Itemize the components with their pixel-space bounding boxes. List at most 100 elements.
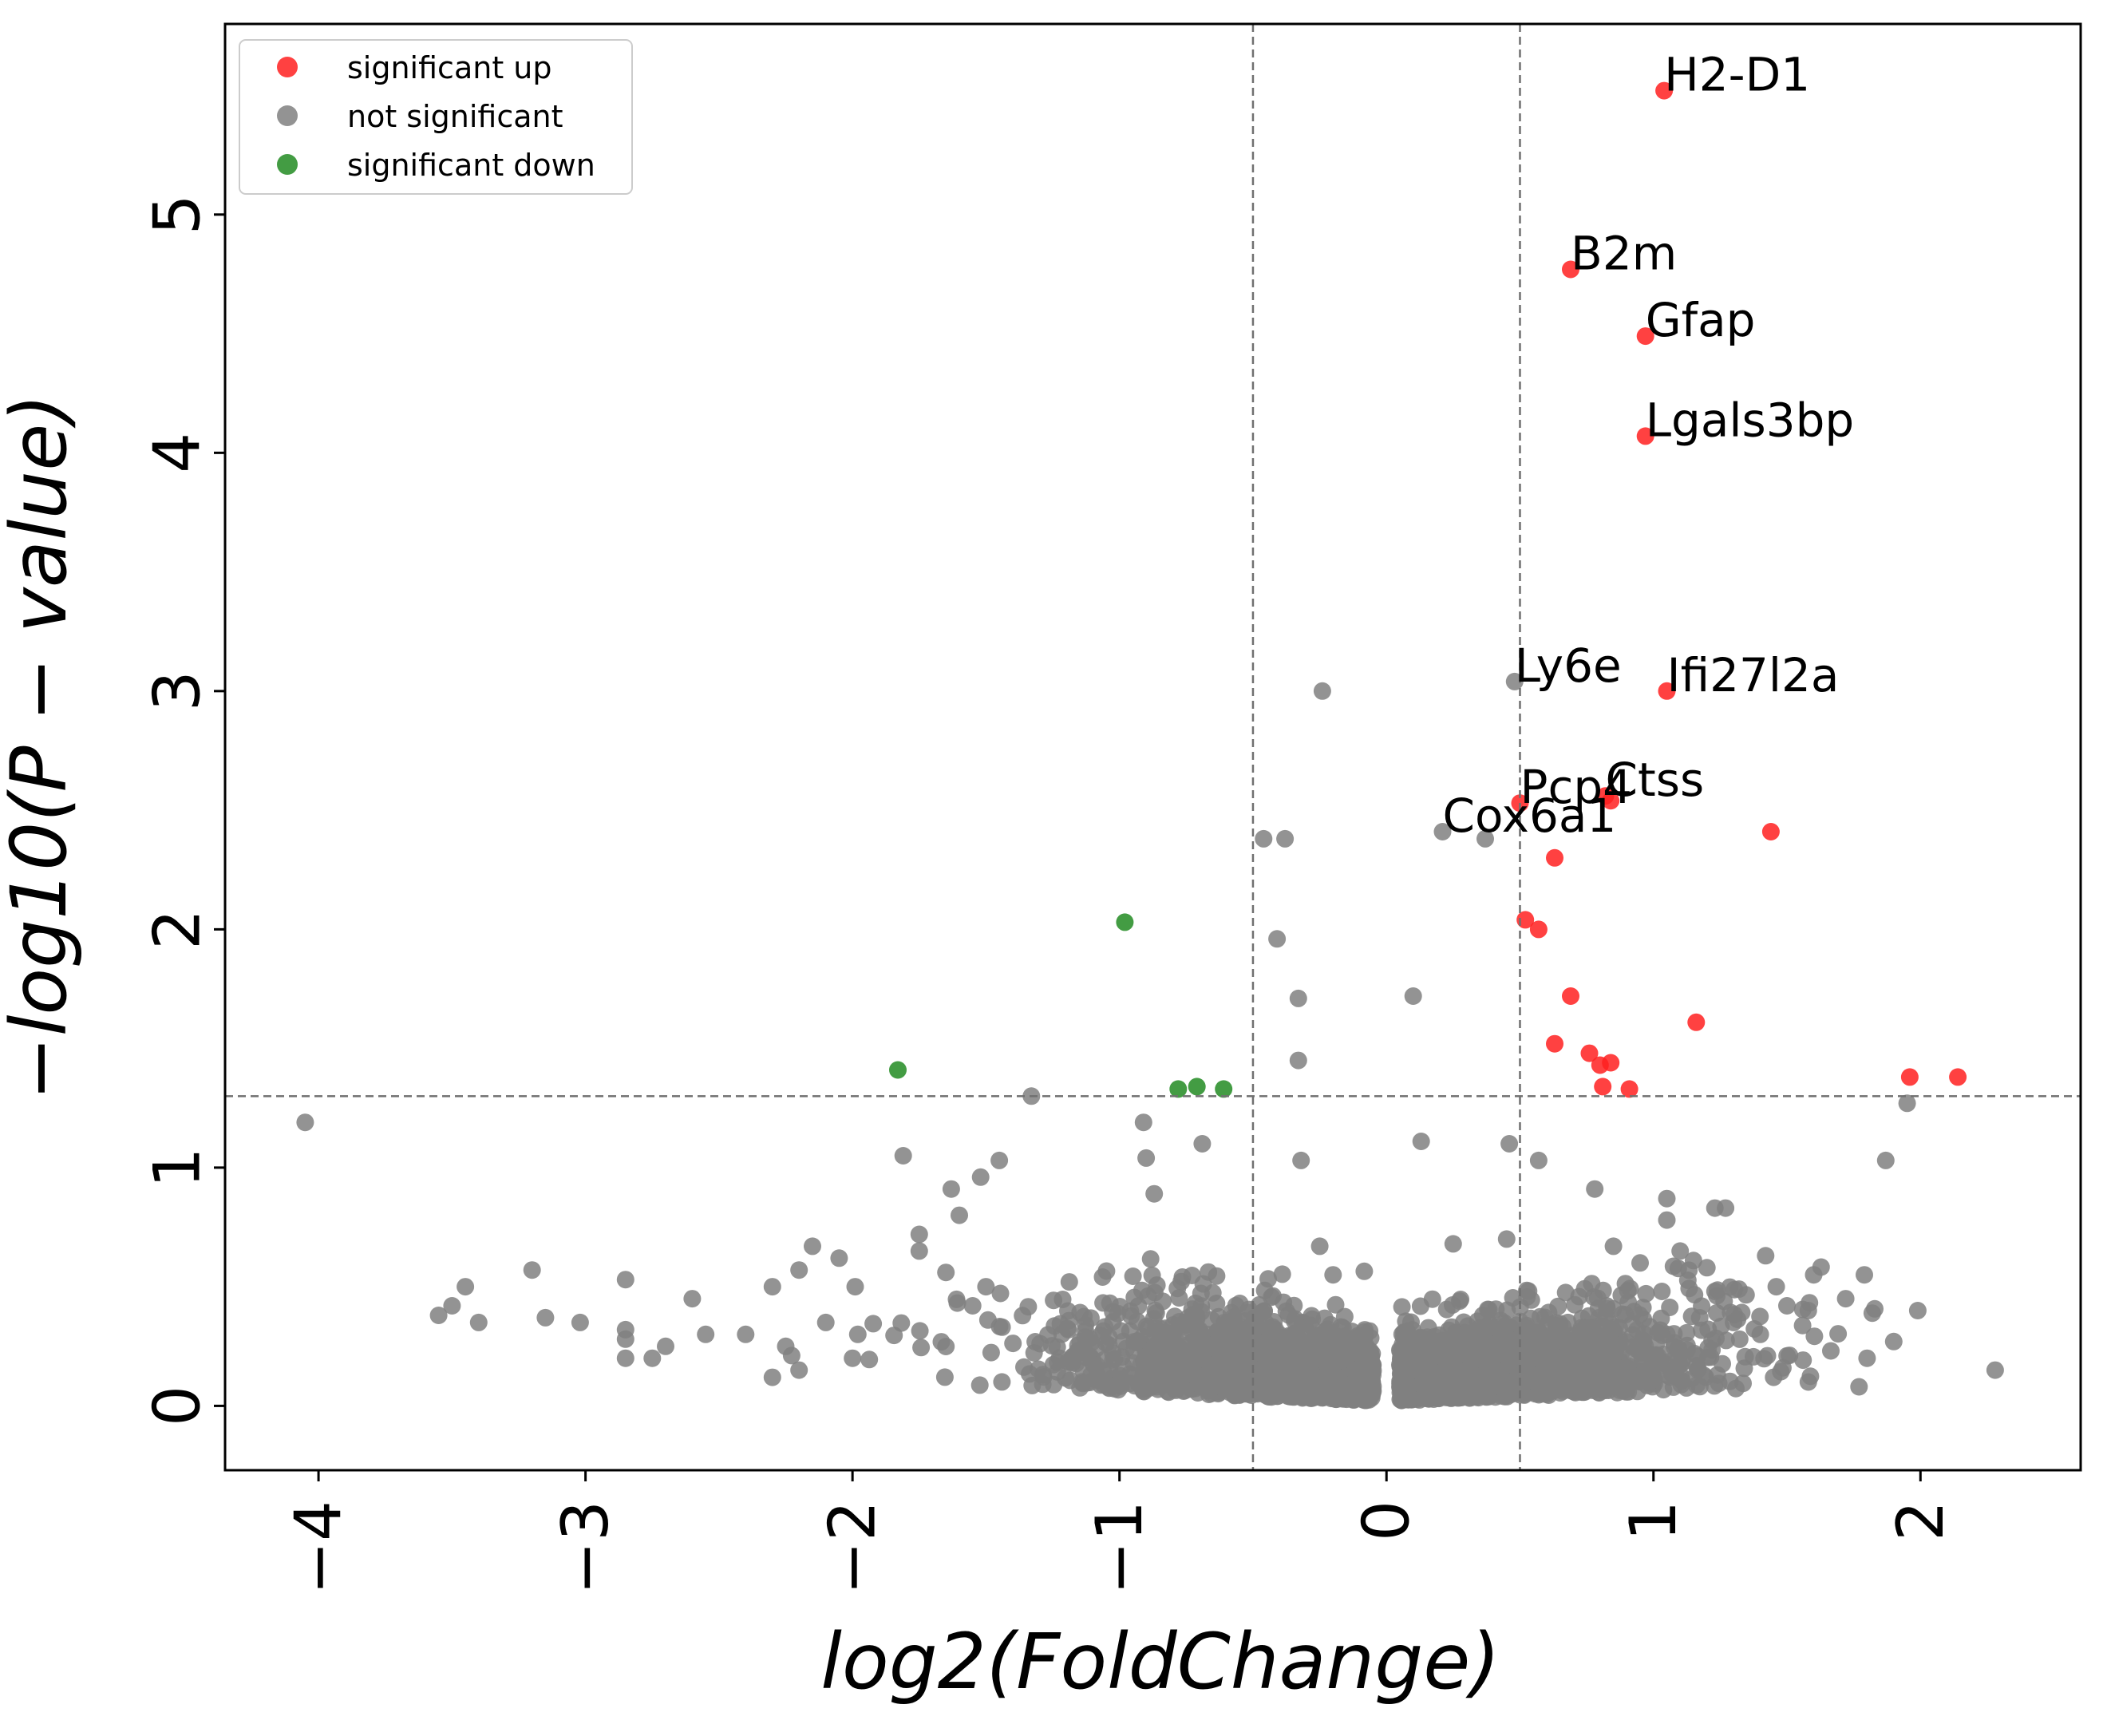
data-point	[1154, 1370, 1172, 1389]
data-point	[937, 1263, 955, 1282]
data-point	[1580, 1044, 1599, 1062]
data-point	[978, 1311, 997, 1329]
data-point	[963, 1297, 982, 1315]
data-point	[1324, 1266, 1342, 1284]
data-point	[1444, 1235, 1462, 1253]
data-point	[1268, 1333, 1287, 1351]
data-point	[1793, 1316, 1812, 1335]
data-point	[1638, 1376, 1656, 1394]
data-point	[1292, 1151, 1310, 1169]
data-point	[1580, 1350, 1599, 1368]
data-point	[1655, 81, 1674, 100]
data-point	[1255, 1281, 1274, 1299]
data-point	[1858, 1349, 1876, 1367]
data-point	[1653, 1283, 1671, 1300]
data-point	[1658, 1189, 1676, 1208]
data-point	[1799, 1373, 1817, 1391]
data-point	[1294, 1362, 1312, 1381]
legend-label-down: significant down	[347, 148, 595, 183]
data-point	[1520, 1282, 1538, 1300]
data-point	[616, 1330, 634, 1348]
data-point	[1636, 427, 1654, 445]
data-point	[1949, 1068, 1967, 1086]
data-point	[1101, 1294, 1119, 1312]
x-tick-label: 1	[1616, 1501, 1690, 1541]
data-point	[1303, 1307, 1321, 1325]
threshold-lines	[225, 24, 2081, 1470]
x-tick-label: −2	[816, 1501, 890, 1595]
data-point	[1299, 1378, 1317, 1396]
data-point	[1014, 1307, 1032, 1325]
gene-label: H2-D1	[1664, 48, 1810, 102]
data-point	[657, 1337, 674, 1355]
data-point	[970, 1376, 989, 1394]
data-point	[1618, 1361, 1636, 1379]
data-point	[910, 1225, 928, 1244]
data-point	[1125, 1288, 1144, 1307]
data-point	[1049, 1353, 1067, 1371]
data-point	[777, 1337, 795, 1355]
data-point	[616, 1271, 634, 1289]
data-point	[1856, 1266, 1873, 1284]
legend-marker-up	[277, 57, 298, 77]
data-point	[1296, 1334, 1314, 1352]
data-point	[1699, 1339, 1718, 1357]
data-point	[1594, 1078, 1612, 1096]
data-point	[1508, 1340, 1527, 1358]
data-point	[1406, 1341, 1425, 1359]
data-point	[1332, 1318, 1350, 1336]
y-tick-label: 0	[140, 1386, 215, 1426]
data-point	[1476, 829, 1494, 848]
data-point	[1637, 1284, 1655, 1303]
data-point	[1767, 1278, 1785, 1296]
data-point	[1169, 1080, 1188, 1098]
data-point	[1684, 1252, 1702, 1270]
data-point	[1799, 1302, 1817, 1319]
data-point	[1563, 1364, 1580, 1382]
data-point	[1211, 1344, 1228, 1362]
data-point	[1313, 682, 1331, 700]
data-point	[1631, 1254, 1649, 1272]
data-point	[1805, 1327, 1824, 1346]
data-point	[1271, 1354, 1289, 1372]
data-point	[1755, 1350, 1773, 1368]
data-point	[910, 1242, 928, 1260]
data-point	[1463, 1334, 1481, 1352]
data-point	[1192, 1303, 1211, 1321]
data-points	[296, 81, 2004, 1396]
gene-annotations: H2-D1 B2m Gfap Lgals3bp Ly6e Ifi27l2a CtssPcp4…	[1442, 48, 1854, 843]
data-point	[1765, 1368, 1783, 1386]
data-point	[1725, 1313, 1743, 1331]
data-point	[1404, 987, 1422, 1005]
data-point	[990, 1151, 1009, 1169]
legend-label-ns: not significant	[347, 99, 563, 134]
data-point	[790, 1261, 808, 1279]
y-tick-label: 3	[140, 670, 215, 711]
data-point	[860, 1350, 879, 1369]
data-point	[1509, 1380, 1528, 1398]
data-point	[1794, 1351, 1812, 1370]
data-point	[993, 1373, 1011, 1391]
data-point	[1458, 1362, 1476, 1380]
gene-label: Gfap	[1646, 293, 1756, 347]
data-point	[1636, 327, 1654, 346]
data-point	[1866, 1299, 1884, 1318]
x-tick-label: 2	[1884, 1501, 1958, 1541]
gene-label: Ly6e	[1515, 639, 1622, 693]
data-point	[1148, 1276, 1166, 1295]
data-point	[977, 1278, 995, 1296]
data-point	[1215, 1080, 1233, 1098]
data-point	[1092, 1376, 1110, 1394]
gene-label: Cox6a1	[1442, 789, 1616, 843]
data-point	[1214, 1378, 1232, 1397]
legend-label-up: significant up	[347, 50, 552, 85]
x-axis: −4 −3 −2 −1 0 1 2	[282, 1470, 1958, 1595]
data-point	[1236, 1357, 1255, 1375]
data-point	[1620, 1080, 1639, 1098]
data-point	[1781, 1346, 1799, 1365]
data-point	[1322, 1346, 1340, 1364]
data-point	[1273, 1265, 1291, 1283]
data-point	[1605, 1361, 1623, 1379]
data-point	[1433, 823, 1452, 840]
plot-frame	[223, 22, 2082, 1472]
